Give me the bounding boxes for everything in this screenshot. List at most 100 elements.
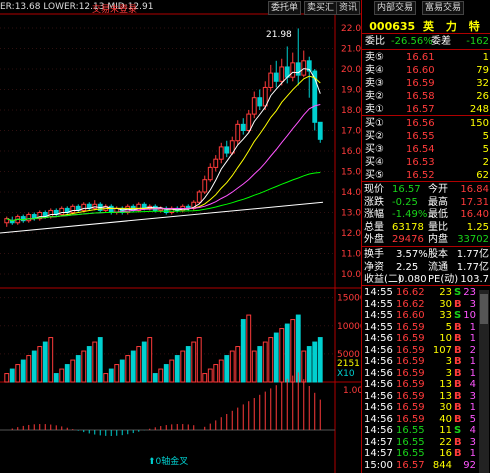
tick-row[interactable]: 14:56 16.59 3 B 1 <box>362 368 478 379</box>
tab-0[interactable]: 委托单 <box>268 1 302 15</box>
tab-4[interactable]: 富易交易 <box>422 1 465 15</box>
volume-bar <box>290 319 296 383</box>
tick-time: 14:55 <box>364 298 393 310</box>
volume-bar <box>224 355 230 383</box>
volume-bar <box>31 350 37 383</box>
bid-volume: 5 <box>482 144 489 155</box>
tick-row[interactable]: 14:56 16.59 107 B 2 <box>362 345 478 356</box>
ask-row[interactable]: 卖⑤ 16.61 1 <box>362 51 490 64</box>
tick-row[interactable]: 14:55 16.60 33 S 10 <box>362 310 478 321</box>
stat-label: 收益(二) <box>364 274 402 285</box>
volume-bar <box>42 341 48 383</box>
price-tick-label: 22.00 <box>341 24 361 34</box>
ask-label: 卖② <box>365 91 384 102</box>
stat-label: 股本 <box>428 249 448 260</box>
volume-bar <box>279 328 285 383</box>
tick-count: 3 <box>469 390 476 402</box>
price-tick-label: 18.00 <box>341 106 361 116</box>
chart-canvas[interactable]: 22.00 21.00 20.00 19.00 18.00 17.00 16.00 15.00… <box>0 0 361 473</box>
ask-volume: 32 <box>476 78 489 89</box>
stat-label: 换手 <box>364 249 384 260</box>
stat-label: 总量 <box>364 221 384 233</box>
tick-row[interactable]: 14:57 16.55 22 B 3 <box>362 437 478 448</box>
stat-value: 3.57% <box>396 249 428 260</box>
stat-row: 现价 16.57 今开 16.84 <box>362 183 490 196</box>
bid-row[interactable]: 买④ 16.53 2 <box>362 156 490 169</box>
candle-body <box>268 72 274 88</box>
tick-volume: 3 <box>445 367 452 379</box>
stat-value: 29476 <box>392 234 424 245</box>
candle-body <box>207 166 213 181</box>
ask-row[interactable]: 卖① 16.57 248 <box>362 103 490 116</box>
volume-bar <box>213 364 219 383</box>
volume-bar <box>97 337 103 383</box>
kline-chart-area[interactable]: 22.00 21.00 20.00 19.00 18.00 17.00 16.00 15.00… <box>0 0 361 473</box>
tick-price: 16.60 <box>396 310 425 321</box>
tab-3[interactable]: 内部交易 <box>374 1 417 15</box>
stat-label: 涨跌 <box>364 196 384 208</box>
ask-row[interactable]: 卖② 16.58 26 <box>362 90 490 103</box>
tick-time: 14:56 <box>364 356 393 367</box>
bid-row[interactable]: 买③ 16.54 5 <box>362 143 490 156</box>
tick-row[interactable]: 14:55 16.62 30 B 3 <box>362 299 478 310</box>
bid-volume: 5 <box>482 131 489 142</box>
tick-price: 16.57 <box>396 459 425 471</box>
scrollbar-thumb[interactable] <box>480 294 488 324</box>
price-tick-label: 17.00 <box>341 127 361 137</box>
ask-label: 卖④ <box>365 65 384 76</box>
bid-label: 买① <box>365 118 384 129</box>
tick-volume: 11 <box>439 425 452 436</box>
bid-row[interactable]: 买② 16.55 5 <box>362 130 490 143</box>
tick-row[interactable]: 14:56 16.59 10 B 1 <box>362 333 478 344</box>
stat-label: 最低 <box>428 209 448 220</box>
tick-volume: 13 <box>439 379 452 390</box>
login-status[interactable]: 交易未登录 <box>92 5 138 15</box>
stat-value: 16.84 <box>460 184 489 195</box>
tick-row[interactable]: 15:00 16.57 844 92 <box>362 460 478 471</box>
tab-1[interactable]: 卖买汇 <box>304 1 338 15</box>
tick-price: 16.62 <box>396 298 425 310</box>
ticks-scrollbar[interactable] <box>479 290 489 473</box>
volume-bar <box>9 368 15 383</box>
tick-time: 15:00 <box>364 459 393 471</box>
volume-bar <box>169 359 175 383</box>
volume-bar <box>235 346 241 383</box>
volume-bar <box>284 323 290 383</box>
price-tick-label: 16.00 <box>341 147 361 157</box>
volume-bar <box>257 346 263 383</box>
stock-code: 000635 <box>369 20 416 33</box>
tick-row[interactable]: 14:57 16.55 16 B 1 <box>362 448 478 459</box>
tick-row[interactable]: 14:56 16.59 3 B 1 <box>362 356 478 367</box>
ask-price: 16.58 <box>406 91 435 102</box>
macd-cross-label: ⬆0轴金叉 <box>148 457 189 467</box>
price-tick-label: 21.00 <box>341 45 361 55</box>
stat-value: 16.40 <box>460 209 489 220</box>
stat-label: 涨幅 <box>364 209 384 220</box>
ask-row[interactable]: 卖③ 16.59 32 <box>362 77 490 90</box>
tick-price: 16.59 <box>396 344 425 356</box>
tab-2[interactable]: 资讯 <box>336 1 361 15</box>
tick-row[interactable]: 14:56 16.59 30 B 1 <box>362 402 478 413</box>
tick-time: 14:56 <box>364 390 393 402</box>
bid-row[interactable]: 买⑤ 16.52 62 <box>362 169 490 182</box>
tick-row[interactable]: 14:55 16.62 23 S 23 <box>362 287 478 298</box>
ask-row[interactable]: 卖④ 16.60 79 <box>362 64 490 77</box>
volume-bar <box>114 364 120 383</box>
tick-volume: 23 <box>439 287 452 298</box>
tick-direction: S <box>454 287 462 298</box>
bid-row[interactable]: 买① 16.56 150 <box>362 117 490 130</box>
tick-direction: B <box>454 390 462 402</box>
volume-bar <box>64 364 70 383</box>
ask-label: 卖⑤ <box>365 52 384 63</box>
stat-row: 总量 63178 量比 1.25 <box>362 221 490 234</box>
tick-row[interactable]: 14:56 16.59 40 B 5 <box>362 414 478 425</box>
tick-row[interactable]: 14:56 16.59 13 B 4 <box>362 379 478 390</box>
tick-direction: S <box>454 425 462 436</box>
tick-row[interactable]: 14:56 16.59 13 B 3 <box>362 391 478 402</box>
candle-body <box>81 203 87 211</box>
tick-row[interactable]: 14:56 16.55 11 S 4 <box>362 425 478 436</box>
volume-bar <box>191 341 197 383</box>
stat-value: 63178 <box>392 221 424 233</box>
volume-bar <box>59 368 65 383</box>
tick-row[interactable]: 14:55 16.59 5 B 1 <box>362 322 478 333</box>
